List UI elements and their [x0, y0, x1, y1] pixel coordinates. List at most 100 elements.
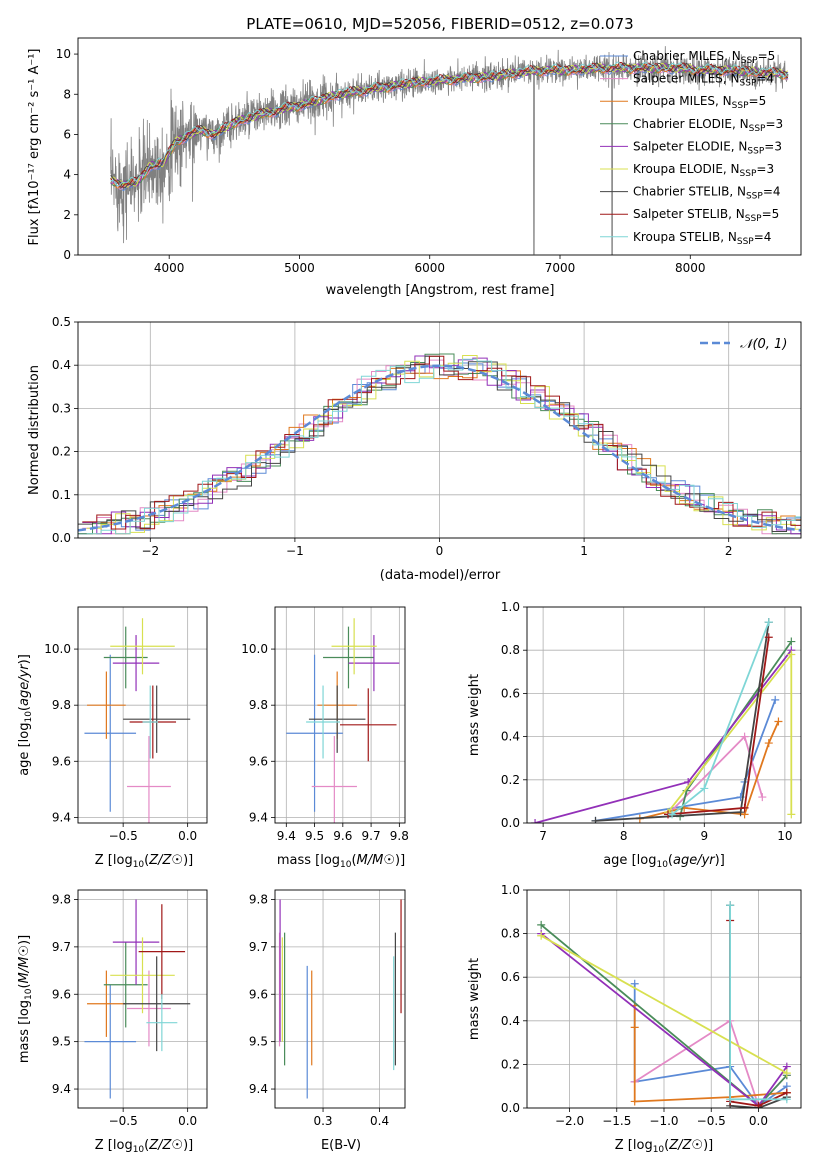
y-tick-label: 10	[56, 47, 71, 61]
y-tick-label: 9.4	[52, 810, 71, 824]
y-tick-label: 0.2	[52, 445, 71, 459]
weight-marker	[630, 1097, 639, 1106]
axes-frame	[274, 606, 406, 824]
x-tick-label: 10	[777, 829, 792, 843]
x-tick-label: 6000	[414, 261, 445, 275]
weight-line	[633, 1005, 787, 1103]
model-spectrum-kroupa-elodie	[110, 62, 789, 188]
x-tick-label: 0.3	[313, 1114, 332, 1128]
x-tick-label: 9	[700, 829, 708, 843]
x-tick-label: −2.0	[555, 1114, 584, 1128]
axes-frame	[274, 889, 406, 1109]
weight-marker	[630, 979, 639, 988]
plot-area	[531, 618, 796, 823]
x-tick-label: −1.0	[649, 1114, 678, 1128]
weight-marker	[771, 695, 780, 704]
weight-marker	[591, 816, 600, 823]
histogram-salpeter-stelib	[82, 355, 801, 530]
x-tick-label: −0.5	[109, 1114, 138, 1128]
y-tick-label: 9.5	[249, 1035, 268, 1049]
x-tick-label: −2	[141, 544, 159, 558]
x-tick-label: 9.7	[362, 829, 381, 843]
model-spectrum-kroupa-stelib	[110, 61, 789, 187]
axis-label: Z [log10(Z/Z☉)]	[95, 1138, 193, 1155]
x-axis-label: (data-model)/error	[380, 568, 501, 583]
x-tick-label: 0.0	[178, 829, 197, 843]
histogram-chabrier-elodie	[78, 353, 801, 535]
ticks: −2 −1 0 1 2 0.0 0.1 0.2 0.3 0.4 0.5	[52, 315, 733, 558]
weight-marker	[668, 810, 677, 819]
y-tick-label: 0.2	[501, 773, 520, 787]
y-tick-label: 9.8	[249, 892, 268, 906]
y-axis-label: Flux [fλ10⁻¹⁷ erg cm⁻² s⁻¹ A⁻¹]	[27, 49, 42, 246]
legend-entry: Chabrier MILES, NSSP=5	[633, 49, 775, 66]
y-tick-label: 0.0	[501, 816, 520, 830]
histogram-chabrier-miles	[78, 362, 801, 535]
x-tick-label: −0.5	[697, 1114, 726, 1128]
histogram-kroupa-stelib	[86, 358, 801, 535]
y-axis-label: mass weight	[467, 958, 482, 1040]
y-tick-label: 9.7	[249, 940, 268, 954]
weight-marker	[537, 920, 546, 929]
x-tick-label: 8	[620, 829, 628, 843]
ticks: 9.4 9.5 9.6 9.7 9.8 9.4 9.6 9.8 10.0	[241, 642, 409, 843]
y-tick-label: 9.8	[52, 892, 71, 906]
x-tick-label: −1.5	[602, 1114, 631, 1128]
y-axis-label: mass weight	[467, 674, 482, 756]
x-tick-label: 9.6	[333, 829, 352, 843]
y-tick-label: 1.0	[501, 883, 520, 897]
x-tick-label: 4000	[154, 261, 185, 275]
legend-entry: Salpeter MILES, NSSP=4	[633, 72, 774, 89]
axis-label: Z [log10(Z/Z☉)]	[615, 1138, 713, 1155]
histogram-kroupa-miles	[86, 363, 801, 535]
x-tick-label: 8000	[675, 261, 706, 275]
plot-area	[110, 46, 789, 255]
mass-weight-z-axes: −2.0 −1.5 −1.0 −0.5 0.0 0.0 0.2 0.4 0.6 0.8 1.0	[501, 883, 802, 1128]
weight-marker	[736, 808, 745, 817]
y-tick-label: 0.8	[501, 927, 520, 941]
grid	[78, 607, 207, 823]
weight-marker	[787, 650, 796, 659]
age_vs_Z-axes: −0.5 0.0 9.4 9.6 9.8 10.0	[44, 606, 208, 843]
x-tick-label: 1	[580, 544, 588, 558]
axes-frame	[526, 606, 802, 824]
x-tick-label: 0.0	[749, 1114, 768, 1128]
ticks: 4000 5000 6000 7000 8000 0 2 4 6 8 10	[56, 47, 706, 275]
histogram-kroupa-elodie	[86, 355, 801, 533]
legend-entry: Chabrier STELIB, NSSP=4	[633, 185, 781, 202]
y-tick-label: 9.4	[249, 1082, 268, 1096]
legend-entry: Salpeter ELODIE, NSSP=3	[633, 139, 782, 156]
weight-line	[634, 1019, 788, 1108]
weight-marker	[700, 784, 709, 793]
histogram-axes: −2 −1 0 1 2 0.0 0.1 0.2 0.3 0.4 0.5	[52, 315, 802, 558]
axes-frame	[526, 889, 802, 1109]
ticks: 7 8 9 10 0.0 0.2 0.4 0.6 0.8 1.0	[501, 600, 793, 843]
y-tick-label: 0.4	[501, 730, 520, 744]
y-tick-label: 0.0	[52, 531, 71, 545]
grid	[275, 890, 405, 1108]
weight-marker	[782, 1095, 791, 1104]
y-tick-label: 9.4	[52, 1082, 71, 1096]
ticks: −0.5 0.0 9.4 9.6 9.8 10.0	[44, 642, 197, 843]
axis-label: mass [log10(M/M☉)]	[277, 853, 405, 870]
weight-marker	[740, 803, 749, 812]
axis-label: Z [log10(Z/Z☉)]	[95, 853, 193, 870]
grid	[527, 889, 801, 1109]
y-tick-label: 10.0	[44, 642, 71, 656]
weight-marker	[630, 1023, 639, 1032]
y-tick-label: 9.4	[249, 810, 268, 824]
legend-entry: Salpeter STELIB, NSSP=5	[633, 207, 779, 224]
axes-frame	[77, 889, 208, 1109]
plot-area	[84, 618, 191, 823]
x-tick-label: 0	[436, 544, 444, 558]
weight-line	[633, 983, 788, 1108]
weight-marker	[764, 739, 773, 748]
weight-marker	[764, 618, 773, 627]
y-tick-label: 0.4	[52, 358, 71, 372]
x-tick-label: 5000	[284, 261, 315, 275]
weight-marker	[740, 732, 749, 741]
weight-marker	[787, 637, 796, 646]
ticks: −2.0 −1.5 −1.0 −0.5 0.0 0.0 0.2 0.4 0.6 0.8 1.0	[501, 883, 768, 1128]
